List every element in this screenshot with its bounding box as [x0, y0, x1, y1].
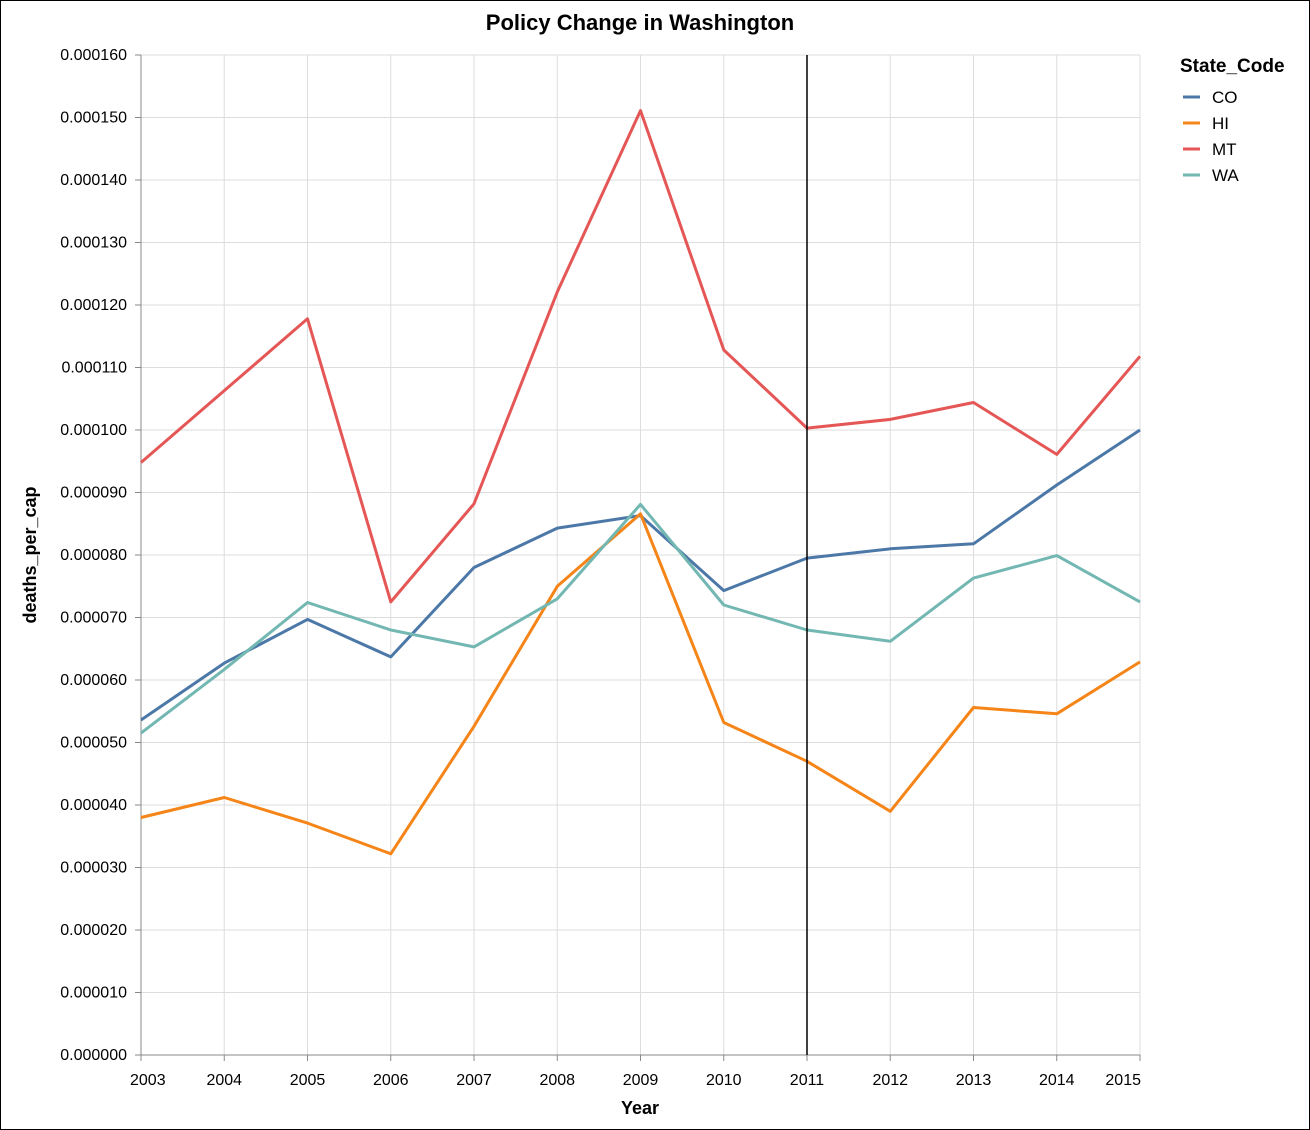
- chart-title: Policy Change in Washington: [486, 10, 794, 35]
- y-tick-label: 0.000130: [60, 235, 127, 252]
- series-line-wa: [140, 502, 1141, 735]
- y-tick-label: 0.000070: [60, 610, 127, 627]
- x-tick-label: 2012: [872, 1072, 908, 1089]
- legend-label-co: CO: [1212, 88, 1238, 107]
- y-tick-label: 0.000060: [60, 672, 127, 689]
- series-line-hi: [140, 512, 1141, 856]
- x-tick-label: 2011: [790, 1072, 825, 1089]
- x-tick-label: 2014: [1039, 1072, 1075, 1089]
- y-tick-label: 0.000150: [60, 110, 127, 127]
- y-tick-label: 0.000100: [60, 422, 127, 439]
- x-tick-label: 2007: [456, 1072, 492, 1089]
- x-tick-label: 2006: [373, 1072, 409, 1089]
- x-tick-label: 2008: [539, 1072, 575, 1089]
- x-tick-label: 2013: [956, 1072, 992, 1089]
- y-tick-label: 0.000040: [60, 797, 127, 814]
- legend-label-mt: MT: [1212, 140, 1237, 159]
- y-tick-label: 0.000020: [60, 922, 127, 939]
- legend: CO HI MT WA: [1183, 88, 1239, 185]
- y-tick-label: 0.000050: [60, 735, 127, 752]
- x-axis-title: Year: [621, 1098, 659, 1118]
- x-tick-label: 2015: [1105, 1072, 1141, 1089]
- y-axis-title: deaths_per_cap: [20, 486, 40, 623]
- x-tick-label: 2009: [623, 1072, 659, 1089]
- y-tick-label: 0.000090: [60, 485, 127, 502]
- x-tick-label: 2004: [206, 1072, 242, 1089]
- x-tick-label: 2003: [130, 1072, 166, 1089]
- series-lines: [140, 55, 1142, 1055]
- y-tick-label: 0.000080: [60, 547, 127, 564]
- legend-label-wa: WA: [1212, 166, 1239, 185]
- x-tick-label: 2010: [706, 1072, 742, 1089]
- x-tick-label: 2005: [290, 1072, 326, 1089]
- y-tick-label: 0.000030: [60, 860, 127, 877]
- axes: 0.000000 0.000010 0.000020 0.000030 0.000040…: [60, 47, 1141, 1089]
- y-tick-label: 0.000000: [60, 1047, 127, 1064]
- y-tick-label: 0.000110: [61, 360, 127, 377]
- series-line-mt: [140, 109, 1142, 604]
- legend-label-hi: HI: [1212, 114, 1229, 133]
- y-tick-label: 0.000120: [60, 297, 127, 314]
- y-tick-label: 0.000140: [60, 172, 127, 189]
- y-tick-label: 0.000160: [60, 47, 127, 64]
- y-tick-label: 0.000010: [60, 985, 127, 1002]
- legend-title: State_Code: [1180, 56, 1285, 77]
- grid: [140, 54, 1141, 1056]
